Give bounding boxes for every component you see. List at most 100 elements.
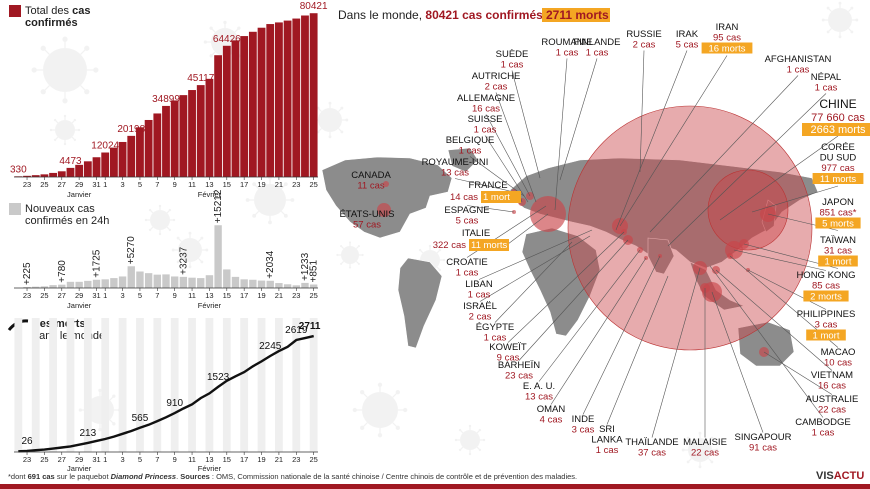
x-month-label: Février — [198, 301, 222, 310]
leader-line-vietnam — [715, 269, 833, 371]
virus-icon — [821, 1, 859, 39]
virus-spike-tip — [458, 448, 462, 452]
virus-spike-tip — [53, 118, 57, 122]
virus-spike-tip — [172, 218, 176, 222]
total-cases-bar — [127, 135, 136, 177]
virus-spike-tip — [710, 460, 714, 464]
x-tick-label: 5 — [138, 455, 142, 464]
virus-spike-tip — [418, 248, 422, 252]
country-cases: 13 cas — [441, 168, 469, 179]
deaths-data-label: 26 — [21, 436, 33, 447]
total-cases-bar — [196, 85, 205, 177]
virus-spike-tip — [403, 407, 408, 413]
virus-spike-tip — [252, 213, 257, 218]
virus-spike — [361, 422, 368, 429]
x-tick-label: 3 — [120, 291, 124, 300]
leader-line-eau — [538, 249, 641, 382]
new-cases-bar — [110, 278, 118, 288]
leader-line-roumanie — [554, 58, 568, 211]
country-cases: 1 cas — [501, 60, 524, 71]
x-tick-label: 17 — [240, 455, 248, 464]
virus-spike-tip — [328, 101, 332, 105]
deaths-grid-stripe — [257, 318, 266, 452]
x-month-label: Février — [198, 190, 222, 199]
virus-spike — [355, 260, 360, 265]
virus-spike-tip — [98, 427, 102, 432]
bubble-coree — [707, 169, 789, 251]
virus-spike — [42, 47, 50, 55]
virus-spike-tip — [209, 26, 213, 30]
x-tick-label: 27 — [58, 455, 66, 464]
country-name: HONG KONG — [796, 270, 855, 281]
virus-icon — [245, 175, 295, 225]
virus-spike-tip — [205, 248, 209, 252]
total-cases-bar — [248, 31, 257, 178]
country-name: CORÉE — [821, 142, 855, 153]
x-tick-label: 31 — [92, 291, 100, 300]
x-tick-label: 29 — [75, 455, 83, 464]
virus-spike-tip — [148, 228, 152, 232]
total-cases-bar — [170, 100, 179, 177]
virus-body — [150, 210, 170, 230]
country-cases: 5 cas — [456, 216, 479, 227]
x-tick-label: 23 — [292, 291, 300, 300]
deaths-grid-stripe — [14, 318, 23, 452]
virus-spike-tip — [468, 452, 472, 456]
virus-spike — [476, 429, 481, 434]
country-name: MACAO — [821, 347, 856, 358]
country-name: FINLANDE — [574, 37, 621, 48]
case-bubbles — [377, 105, 813, 357]
leader-line-suede — [511, 70, 541, 179]
virus-spike-tip — [377, 382, 383, 387]
virus-spike — [392, 391, 399, 398]
country-cases: 1 cas — [484, 333, 507, 344]
virus-icon — [144, 204, 176, 236]
country-name: CANADA — [351, 170, 391, 181]
new-cases-bar — [179, 276, 188, 288]
virus-spike — [198, 237, 203, 242]
virus-spike — [340, 260, 345, 265]
country-cases: 3 cas — [815, 320, 838, 331]
x-month-label: Janvier — [67, 301, 92, 310]
virus-spike — [234, 27, 240, 33]
country-name: RUSSIE — [626, 29, 661, 40]
new-cases-bar — [292, 285, 300, 288]
headline-confirmed: 80421 cas confirmés, — [425, 8, 546, 22]
virus-spike — [109, 395, 115, 401]
x-tick-label: 15 — [223, 455, 231, 464]
country-cases: 10 cas — [824, 358, 852, 369]
leader-line-allemagne — [485, 114, 531, 197]
new-cases-bar — [283, 284, 292, 288]
x-tick-label: 5 — [138, 291, 142, 300]
x-tick-label: 23 — [292, 455, 300, 464]
x-tick-label: 27 — [58, 291, 66, 300]
new-cases-bar — [257, 280, 266, 288]
country-cases: 2 cas — [633, 40, 656, 51]
brand-logo: VISACTU — [816, 470, 864, 482]
virus-spike-tip — [63, 142, 67, 146]
virus-spike — [317, 107, 322, 112]
leader-line-autriche — [495, 92, 537, 203]
virus-spike-tip — [328, 135, 332, 139]
bubble-canada — [383, 181, 389, 187]
country-cases: 1 cas — [468, 290, 491, 301]
footnote-c: sur le paquebot — [54, 472, 111, 481]
new-cases-bar — [275, 283, 283, 288]
new-cases-data-label: +225 — [22, 262, 33, 285]
country-cases: 1 cas — [474, 125, 497, 136]
new-cases-bar — [144, 273, 153, 288]
leader-line-inde — [582, 255, 661, 415]
new-cases-bar — [309, 284, 318, 288]
country-name: SRI — [599, 424, 615, 435]
virus-spike-tip — [348, 241, 352, 244]
leader-lines — [454, 50, 839, 438]
country-name: E. A. U. — [523, 381, 555, 392]
virus-spike — [80, 47, 88, 55]
country-name: INDE — [572, 414, 595, 425]
